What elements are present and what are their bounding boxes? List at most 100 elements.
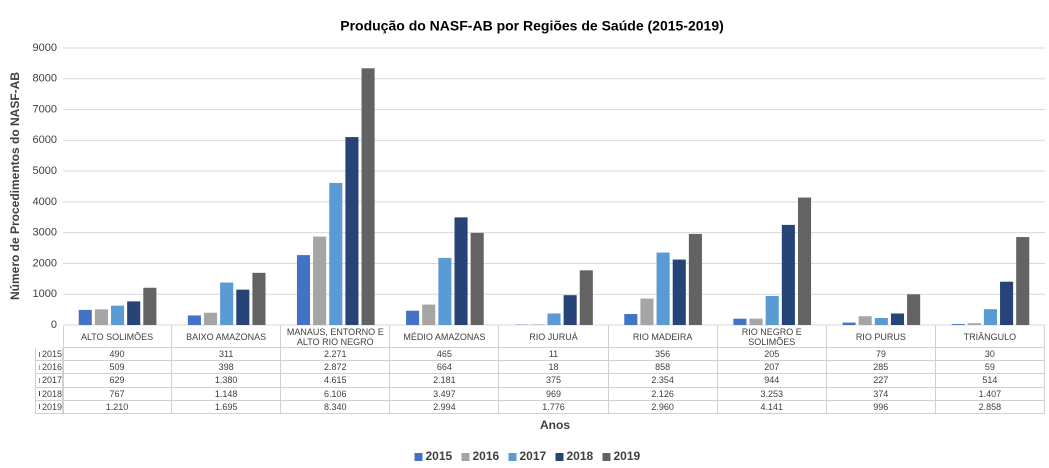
legend-swatch — [555, 453, 564, 461]
table-value: 6.106 — [281, 387, 391, 401]
table-value: 629 — [63, 374, 173, 388]
category-label: RIO JURUÁ — [499, 326, 609, 348]
table-value: 2.354 — [608, 374, 718, 388]
legend-label: 2016 — [473, 449, 500, 463]
table-value: 207 — [717, 361, 827, 375]
table-key-swatch — [39, 377, 40, 383]
table-value: 285 — [826, 361, 936, 375]
y-tick-label: 4000 — [33, 196, 57, 208]
bar — [438, 257, 452, 325]
bar — [236, 289, 250, 325]
table-value: 79 — [826, 348, 936, 362]
bar — [345, 137, 359, 325]
table-value: 2.994 — [390, 400, 500, 414]
bar — [1000, 281, 1014, 325]
bar — [907, 294, 921, 325]
bar — [579, 270, 593, 325]
table-value: 490 — [63, 348, 173, 362]
table-value: 858 — [608, 361, 718, 375]
table-value: 2.126 — [608, 387, 718, 401]
bar — [749, 318, 763, 325]
x-axis-title: Anos — [540, 418, 570, 432]
bar — [765, 295, 779, 325]
bar — [640, 298, 654, 325]
bar — [672, 259, 686, 325]
table-key-label: 2017 — [41, 375, 62, 386]
legend-label: 2019 — [614, 449, 641, 463]
table-value: 1.695 — [172, 400, 282, 414]
table-value: 227 — [826, 374, 936, 388]
table-value: 2.960 — [608, 400, 718, 414]
table-value: 1.148 — [172, 387, 282, 401]
bar — [422, 304, 436, 325]
bar — [1016, 237, 1030, 325]
table-value: 2.858 — [935, 400, 1045, 414]
y-tick-label: 9000 — [33, 42, 57, 54]
bar — [858, 316, 872, 325]
table-value: 2.181 — [390, 374, 500, 388]
bar — [951, 324, 965, 325]
bar — [781, 224, 795, 325]
bar — [624, 314, 638, 325]
table-value: 465 — [390, 348, 500, 362]
table-value: 374 — [826, 387, 936, 401]
table-key: 2019 — [35, 400, 63, 414]
bar — [187, 315, 201, 325]
bar — [890, 313, 905, 325]
table-value: 1.210 — [63, 400, 173, 414]
table-value: 4.141 — [717, 400, 827, 414]
bar — [203, 312, 218, 325]
y-tick-label: 2000 — [33, 257, 57, 269]
table-key-label: 2015 — [41, 349, 62, 360]
category-label: MÉDIO AMAZONAS — [390, 326, 500, 348]
table-value: 767 — [63, 387, 173, 401]
table-value: 944 — [717, 374, 827, 388]
table-value: 4.615 — [281, 374, 391, 388]
table-value: 3.497 — [390, 387, 500, 401]
y-axis-title: Número de Procedimentos do NASF-AB — [8, 72, 22, 300]
table-key-swatch — [39, 404, 40, 410]
table-value: 30 — [935, 348, 1045, 362]
table-value: 3.253 — [717, 387, 827, 401]
table-value: 996 — [826, 400, 936, 414]
legend-label: 2015 — [426, 449, 453, 463]
table-value: 1.776 — [499, 400, 609, 414]
category-label: ALTO SOLIMÕES — [63, 326, 173, 348]
bar — [78, 309, 92, 325]
bar — [296, 255, 311, 325]
table-key: 2018 — [35, 387, 63, 401]
category-label: RIO NEGRO E SOLIMÕES — [717, 326, 827, 348]
category-label: BAIXO AMAZONAS — [172, 326, 282, 348]
legend-label: 2017 — [520, 449, 547, 463]
bar — [361, 68, 375, 326]
table-value: 311 — [172, 348, 282, 362]
y-tick-label: 0 — [51, 319, 57, 331]
y-tick-label: 1000 — [33, 288, 57, 300]
bar — [252, 272, 266, 325]
table-value: 398 — [172, 361, 282, 375]
table-value: 2.271 — [281, 348, 391, 362]
table-key: 2016 — [35, 361, 63, 375]
table-key-label: 2019 — [41, 401, 62, 412]
table-value: 509 — [63, 361, 173, 375]
legend-label: 2018 — [567, 449, 594, 463]
category-label: TRIÂNGULO — [935, 326, 1045, 348]
table-value: 205 — [717, 348, 827, 362]
y-tick-label: 6000 — [33, 134, 57, 146]
bar — [313, 236, 327, 325]
bar — [470, 232, 484, 325]
category-label: RIO MADEIRA — [608, 326, 718, 348]
table-key: 2015 — [35, 348, 63, 362]
y-tick-label: 8000 — [33, 73, 57, 85]
table-value: 59 — [935, 361, 1045, 375]
legend-swatch — [602, 453, 611, 461]
table-value: 8.340 — [281, 400, 391, 414]
bar — [874, 318, 888, 325]
table-key-swatch — [39, 364, 40, 370]
table-value: 664 — [390, 361, 500, 375]
legend-swatch — [461, 453, 470, 461]
bar — [143, 287, 157, 325]
table-value: 2.872 — [281, 361, 391, 375]
bar — [967, 323, 981, 325]
